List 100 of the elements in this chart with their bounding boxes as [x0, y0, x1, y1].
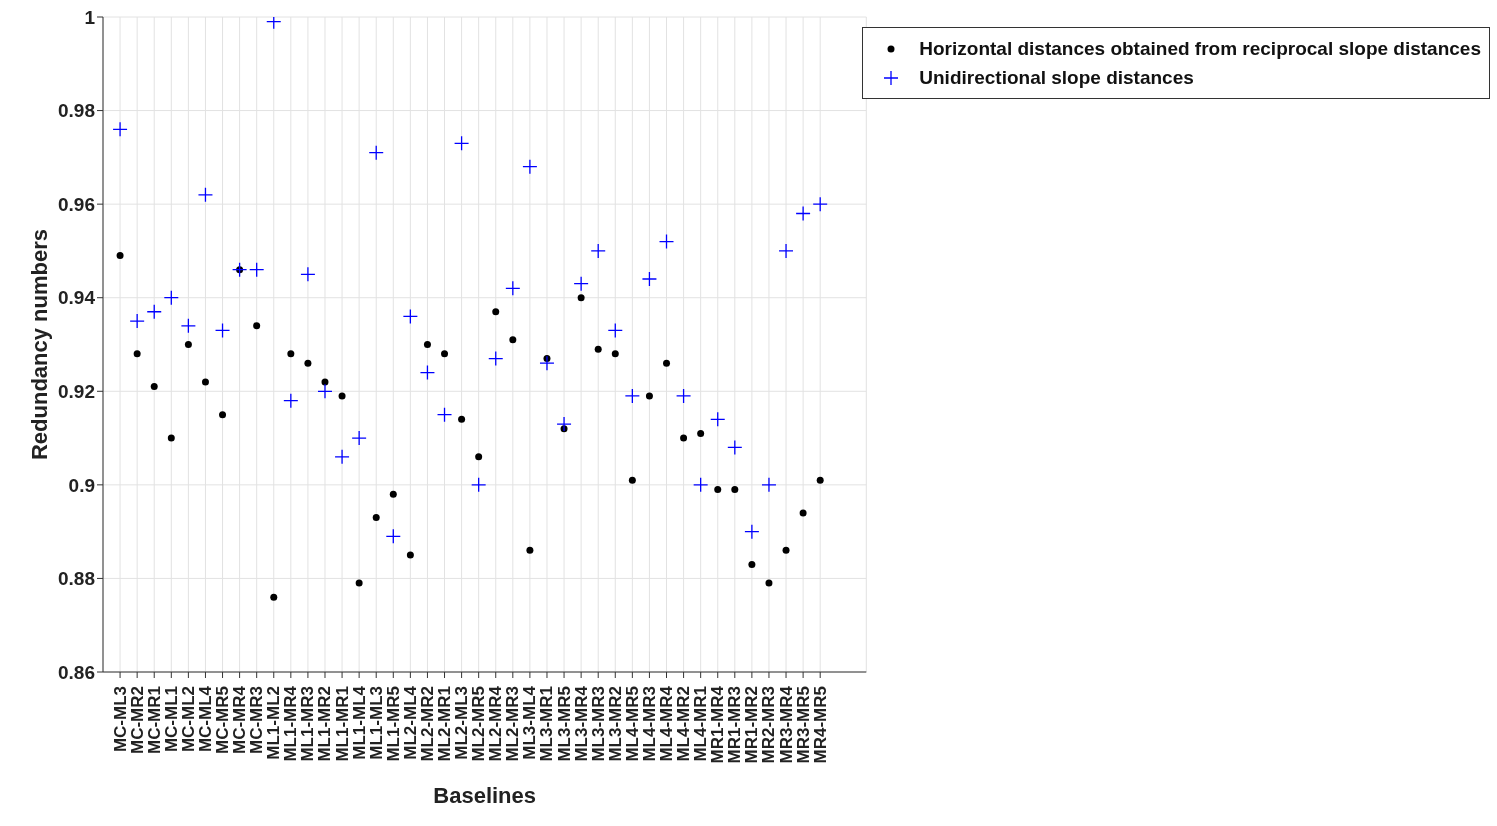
point [778, 243, 794, 259]
point [782, 546, 790, 554]
point [146, 304, 162, 320]
point [453, 135, 470, 151]
point [624, 388, 641, 404]
point [317, 383, 333, 399]
point [167, 434, 175, 442]
x-tick-label: ML3-MR4 [571, 685, 591, 762]
point [812, 196, 828, 212]
point [201, 378, 209, 386]
x-tick-label: MC-MR3 [247, 686, 267, 754]
point [594, 345, 602, 353]
point [351, 430, 367, 446]
y-tick-label: 0.86 [58, 661, 95, 683]
point [577, 294, 585, 302]
point [436, 407, 453, 423]
point [645, 392, 653, 400]
point [266, 17, 282, 30]
x-tick-label: ML2-ML4 [400, 685, 420, 760]
x-tick-label: MR3-MR4 [776, 685, 796, 764]
x-tick-label: MC-MR2 [127, 686, 147, 754]
x-tick-label: ML1-MR1 [332, 686, 352, 762]
point [556, 416, 572, 432]
x-tick-label: ML3-MR1 [537, 686, 557, 762]
point [300, 266, 316, 282]
point [641, 271, 658, 287]
x-tick-label: MR1-MR4 [708, 685, 728, 764]
point [338, 392, 346, 400]
point [112, 121, 128, 137]
point [304, 359, 312, 367]
x-tick-label: ML4-MR1 [691, 686, 711, 762]
point [163, 290, 179, 306]
point [214, 322, 231, 339]
x-tick-label: MC-MR5 [213, 686, 233, 754]
x-tick-label: MR2-MR3 [759, 686, 779, 764]
point [133, 350, 141, 358]
point [253, 322, 261, 330]
point [748, 560, 756, 568]
point [492, 308, 500, 316]
point [697, 429, 705, 437]
x-tick-label: MR3-MR5 [793, 686, 813, 764]
point [744, 523, 760, 540]
legend-label: Horizontal distances obtained from reciprocal slope distances [919, 37, 1481, 61]
x-tick-label: MC-ML3 [110, 686, 130, 753]
point [406, 551, 414, 559]
point [458, 415, 466, 423]
point [180, 318, 197, 334]
x-tick-label: ML1-ML4 [349, 685, 369, 760]
point [197, 187, 214, 203]
point [693, 477, 709, 493]
y-tick-label: 0.9 [68, 474, 95, 496]
point [150, 383, 158, 391]
point [423, 341, 431, 348]
x-tick-label: ML1-MR2 [315, 686, 335, 762]
y-tick-label: 0.92 [58, 381, 95, 403]
point [283, 392, 299, 409]
point [116, 252, 124, 260]
point [249, 261, 265, 278]
x-tick-label: MC-ML4 [195, 685, 215, 753]
x-tick-label: ML4-MR2 [674, 686, 694, 762]
x-tick-label: ML1-MR3 [298, 686, 318, 762]
point [505, 280, 521, 297]
x-tick-label: MC-MR4 [230, 685, 250, 754]
point [628, 476, 636, 484]
x-tick-label: ML1-ML3 [366, 686, 386, 760]
x-tick-label: MR1-MR3 [725, 686, 745, 764]
point [727, 439, 743, 456]
point [355, 579, 363, 587]
y-tick-label: 0.88 [58, 568, 95, 590]
y-axis-title: Redundancy numbers [26, 228, 52, 461]
y-tick-label: 0.94 [58, 287, 96, 309]
legend-label: Unidirectional slope distances [919, 66, 1194, 90]
x-tick-label: ML1-MR4 [281, 685, 301, 762]
x-tick-label: ML2-MR2 [417, 686, 437, 762]
x-tick-label: ML3-MR2 [605, 686, 625, 762]
x-tick-label: ML4-MR3 [639, 686, 659, 762]
point [539, 355, 555, 371]
x-tick-label: ML1-MR5 [383, 686, 403, 762]
x-tick-label: ML3-MR3 [588, 686, 608, 762]
point [270, 593, 278, 601]
point [663, 359, 671, 367]
point [799, 509, 807, 517]
point [441, 350, 449, 358]
point [675, 388, 692, 404]
point [816, 476, 824, 484]
point [321, 378, 329, 386]
x-axis-title: Baselines [433, 782, 537, 808]
point [475, 453, 483, 461]
point [522, 159, 538, 175]
x-tick-label: MC-ML1 [161, 686, 181, 753]
point [488, 350, 504, 367]
x-tick-label: MC-MR1 [144, 686, 164, 754]
x-tick-label: MC-ML2 [178, 686, 198, 753]
point [419, 364, 436, 381]
point [385, 528, 401, 544]
point [573, 276, 589, 292]
point [372, 514, 380, 522]
point [611, 350, 619, 358]
x-tick-label: ML2-MR5 [469, 686, 489, 762]
point [231, 261, 248, 278]
